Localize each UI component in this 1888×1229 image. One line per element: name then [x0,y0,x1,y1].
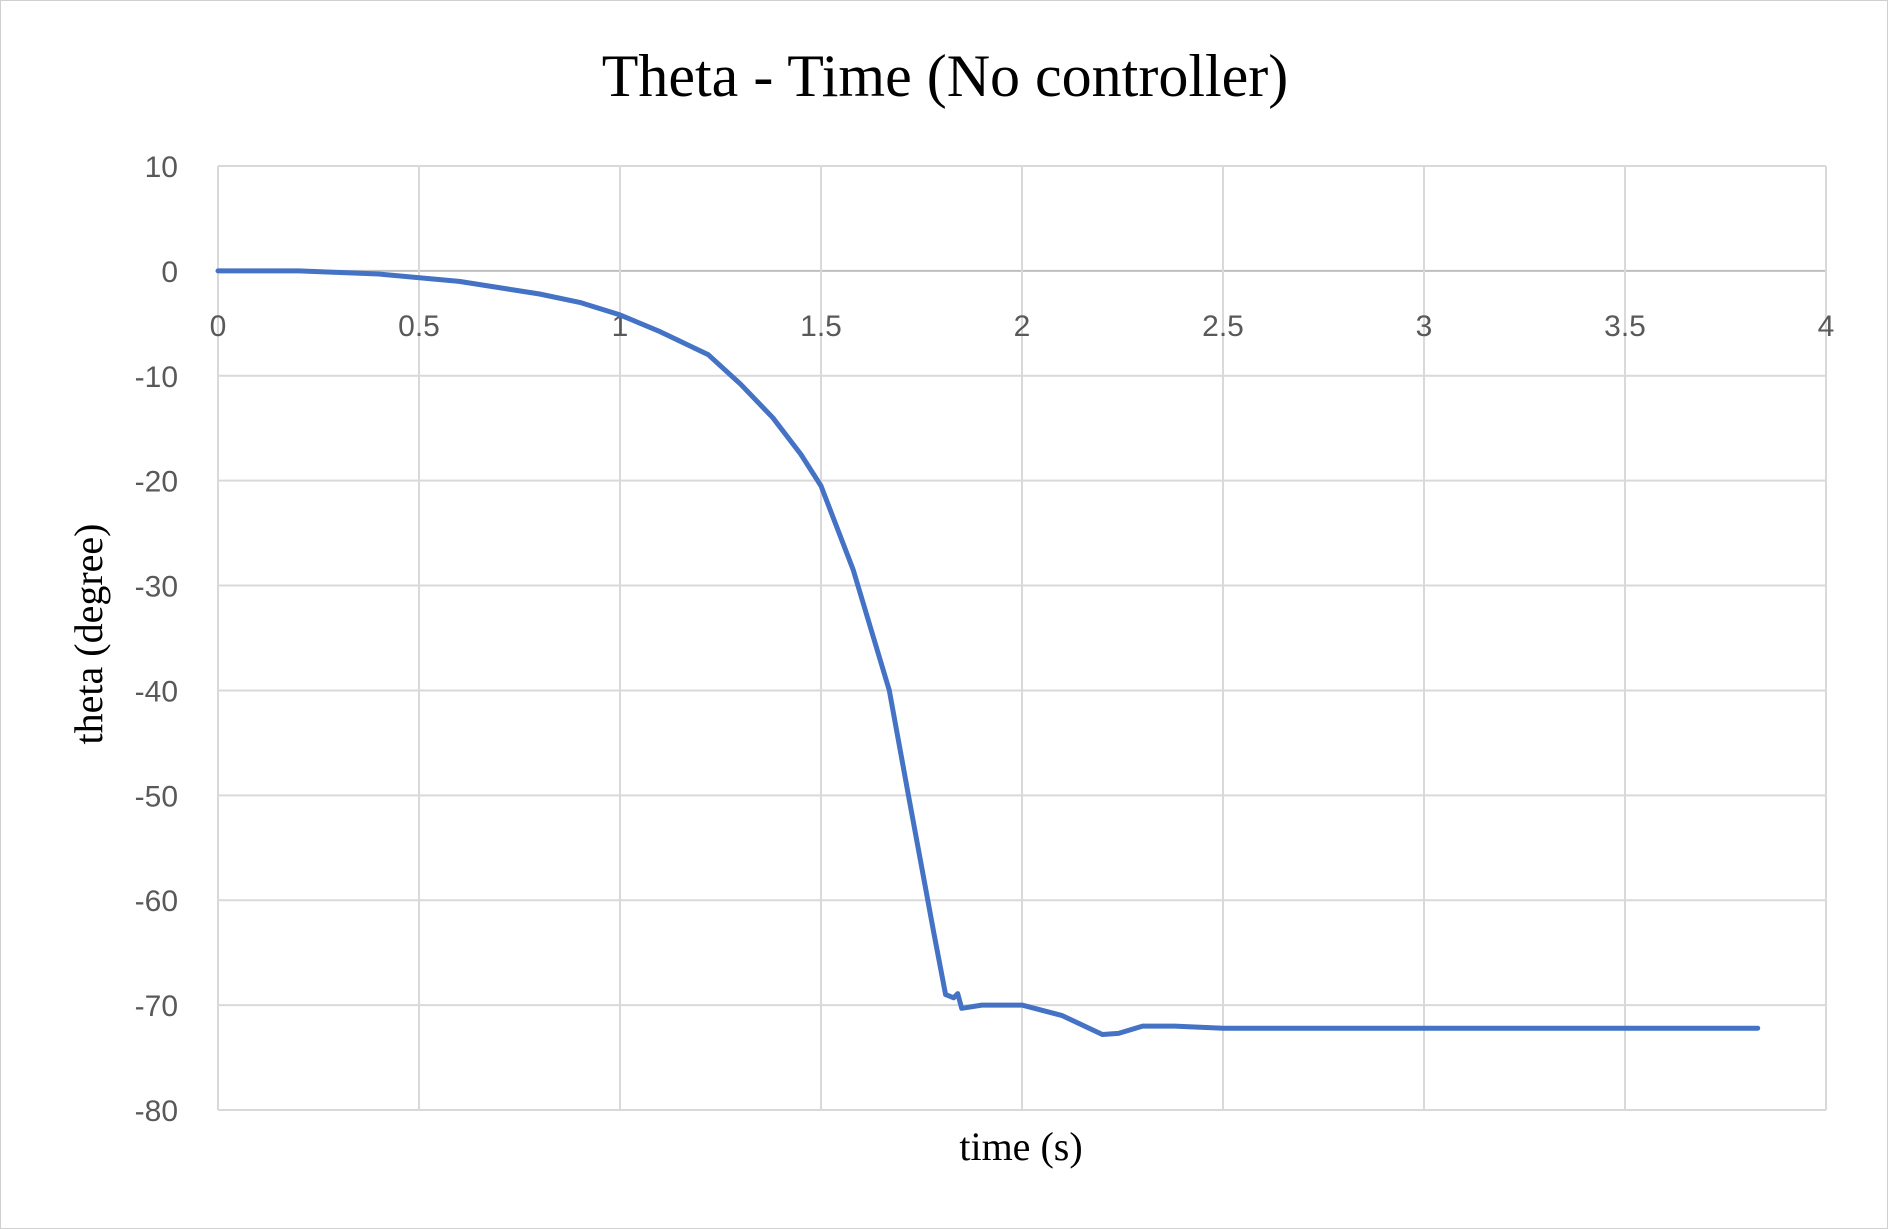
x-tick-label: 3 [1416,310,1433,343]
x-tick-label: 4 [1818,310,1835,343]
y-tick-label: -60 [135,885,178,918]
x-tick-label: 2.5 [1202,310,1244,343]
series-layer [215,268,1761,1037]
x-tick-label: 0.5 [398,310,440,343]
y-tick-label: -10 [135,361,178,394]
y-tick-label: -20 [135,466,178,499]
y-tick-label: -50 [135,780,178,813]
y-tick-label: 0 [161,256,178,289]
chart-title: Theta - Time (No controller) [602,43,1289,109]
x-tick-label: 2 [1014,310,1031,343]
y-tick-label: -40 [135,675,178,708]
x-tick-label: 3.5 [1604,310,1646,343]
y-tick-label: 10 [145,151,178,184]
y-tick-label: -70 [135,990,178,1023]
x-tick-labels: 0 0.5 1 1.5 2 2.5 3 3.5 4 [210,310,1835,343]
series-line-1 [215,268,1761,1037]
x-tick-label: 1.5 [800,310,842,343]
y-axis-title: theta (degree) [66,524,111,745]
gridlines [217,165,1827,1111]
x-axis-title: time (s) [959,1124,1082,1169]
y-tick-labels: 10 0 -10 -20 -30 -40 -50 -60 -70 -80 [135,151,178,1128]
y-tick-label: -80 [135,1095,178,1128]
x-tick-label: 0 [210,310,227,343]
y-tick-label: -30 [135,571,178,604]
